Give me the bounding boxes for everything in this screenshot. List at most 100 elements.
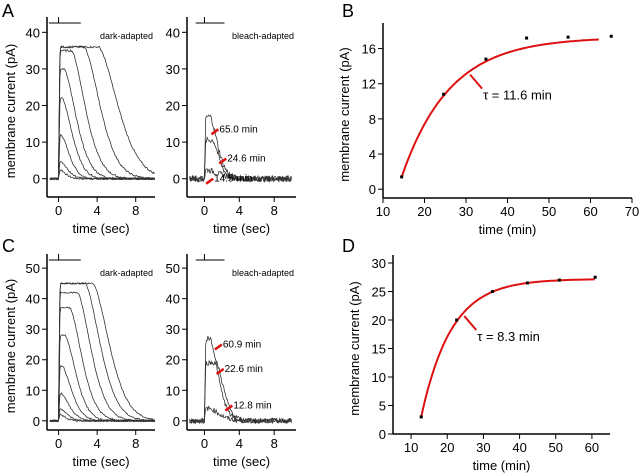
- c-dark-x-label: time (sec): [72, 454, 129, 469]
- a-dark-condition-label: dark-adapted: [100, 31, 153, 41]
- d-y-label: membrane current (pA): [347, 281, 362, 415]
- d-y-tick-label: 25: [372, 285, 386, 300]
- d-y-tick-label: 0: [379, 427, 386, 442]
- d-data-point: [557, 278, 561, 282]
- c-bleach-x-tick-label: 0: [201, 436, 208, 451]
- b-y-tick-label: 4: [369, 147, 376, 162]
- c-dark-trace: [49, 290, 155, 423]
- c-dark-y-tick-label: 0: [33, 414, 40, 429]
- a-bleach-y-tick-label: 40: [166, 25, 180, 40]
- c-dark-trace: [49, 282, 155, 422]
- c-bleach-label-pointer: [214, 343, 223, 351]
- d-x-tick-label: 50: [549, 440, 563, 455]
- c-dark-y-label: membrane current (pA): [3, 279, 18, 413]
- c-dark-x-tick-label: 4: [94, 436, 101, 451]
- a-bleach-x-tick-label: 0: [201, 203, 208, 218]
- c-bleach-y-tick-label: 20: [166, 353, 180, 368]
- a-dark-x-tick-label: 4: [94, 203, 101, 218]
- c-bleach-x-tick-label: 4: [236, 436, 243, 451]
- d-data-point: [490, 290, 494, 293]
- b-y-tick-label: 8: [369, 112, 376, 127]
- c-dark-y-tick-label: 20: [26, 353, 40, 368]
- c-dark-trace: [49, 282, 155, 423]
- c-dark-x-tick-label: 0: [55, 436, 62, 451]
- c-dark-y-tick-label: 50: [26, 261, 40, 276]
- panel-letter-a: A: [2, 1, 14, 21]
- c-dark-trace: [49, 306, 155, 423]
- b-fit-curve: [400, 38, 599, 178]
- a-bleach-label-pointer: [205, 177, 214, 185]
- a-dark-y-tick-label: 0: [33, 172, 40, 187]
- b-x-tick-label: 50: [542, 204, 556, 219]
- a-dark-y-tick-label: 30: [26, 62, 40, 77]
- b-data-point: [484, 57, 488, 61]
- a-dark-x-label: time (sec): [72, 221, 129, 236]
- b-x-tick-label: 30: [459, 204, 473, 219]
- c-bleach-trace-label: 12.8 min: [233, 401, 271, 412]
- a-bleach-trace-label: 24.6 min: [227, 154, 265, 165]
- a-bleach-y-tick-label: 10: [166, 135, 180, 150]
- c-dark-x-tick-label: 8: [132, 436, 139, 451]
- b-x-tick-label: 20: [417, 204, 431, 219]
- a-bleach-x-label: time (sec): [213, 221, 270, 236]
- a-dark-y-tick-label: 10: [26, 135, 40, 150]
- d-data-point: [593, 275, 597, 279]
- d-y-tick-label: 30: [372, 256, 386, 271]
- c-bleach-x-tick-label: 8: [271, 436, 278, 451]
- c-bleach-trace: [189, 335, 292, 425]
- d-y-tick-label: 20: [372, 313, 386, 328]
- b-data-point: [442, 92, 446, 96]
- c-bleach-trace-label: 60.9 min: [223, 339, 261, 350]
- c-bleach-x-label: time (sec): [213, 454, 270, 469]
- c-bleach-label-pointer: [215, 367, 225, 375]
- b-x-tick-label: 70: [625, 204, 639, 219]
- d-x-tick-label: 60: [585, 440, 599, 455]
- panel-letter-c: C: [2, 236, 15, 256]
- d-y-tick-label: 5: [379, 399, 386, 414]
- a-bleach-y-tick-label: 0: [173, 172, 180, 187]
- c-dark-trace: [49, 334, 155, 423]
- c-dark-condition-label: dark-adapted: [100, 268, 153, 278]
- d-x-tick-label: 40: [512, 440, 526, 455]
- a-bleach-trace-label: 14.5 min: [214, 174, 252, 185]
- a-dark-y-tick-label: 40: [26, 25, 40, 40]
- a-dark-trace: [49, 49, 155, 181]
- b-data-point: [400, 175, 404, 179]
- c-bleach-y-tick-label: 0: [173, 414, 180, 429]
- d-fit-curve: [420, 278, 595, 418]
- a-bleach-label-pointer: [210, 128, 220, 136]
- a-dark-y-label: membrane current (pA): [3, 44, 18, 178]
- b-y-tick-label: 0: [369, 182, 376, 197]
- d-x-label: time (min): [473, 458, 531, 473]
- a-bleach-label-pointer: [218, 157, 227, 165]
- c-dark-y-tick-label: 30: [26, 322, 40, 337]
- a-dark-trace: [49, 133, 156, 181]
- a-bleach-condition-label: bleach-adapted: [232, 31, 294, 41]
- b-fit-label: τ = 11.6 min: [483, 88, 552, 103]
- c-bleach-condition-label: bleach-adapted: [232, 268, 294, 278]
- c-bleach-y-tick-label: 10: [166, 383, 180, 398]
- a-bleach-x-tick-label: 8: [271, 203, 278, 218]
- b-x-tick-label: 40: [500, 204, 514, 219]
- b-fit-pointer: [469, 73, 483, 90]
- a-dark-trace: [49, 45, 156, 181]
- a-dark-x-tick-label: 0: [55, 203, 62, 218]
- d-fit-label: τ = 8.3 min: [477, 329, 540, 344]
- c-bleach-trace-label: 22.6 min: [225, 364, 263, 375]
- d-y-tick-label: 15: [372, 342, 386, 357]
- a-dark-y-tick-label: 20: [26, 99, 40, 114]
- panel-letter-b: B: [342, 1, 354, 21]
- a-bleach-y-tick-label: 30: [166, 62, 180, 77]
- d-data-point: [419, 415, 423, 419]
- c-dark-y-tick-label: 10: [26, 383, 40, 398]
- b-data-point: [525, 36, 529, 40]
- b-data-point: [566, 35, 570, 39]
- b-x-tick-label: 60: [583, 204, 597, 219]
- a-bleach-trace: [189, 135, 292, 183]
- b-data-point: [609, 34, 613, 38]
- a-bleach-y-tick-label: 20: [166, 99, 180, 114]
- c-bleach-y-tick-label: 30: [166, 322, 180, 337]
- d-x-tick-label: 10: [404, 440, 418, 455]
